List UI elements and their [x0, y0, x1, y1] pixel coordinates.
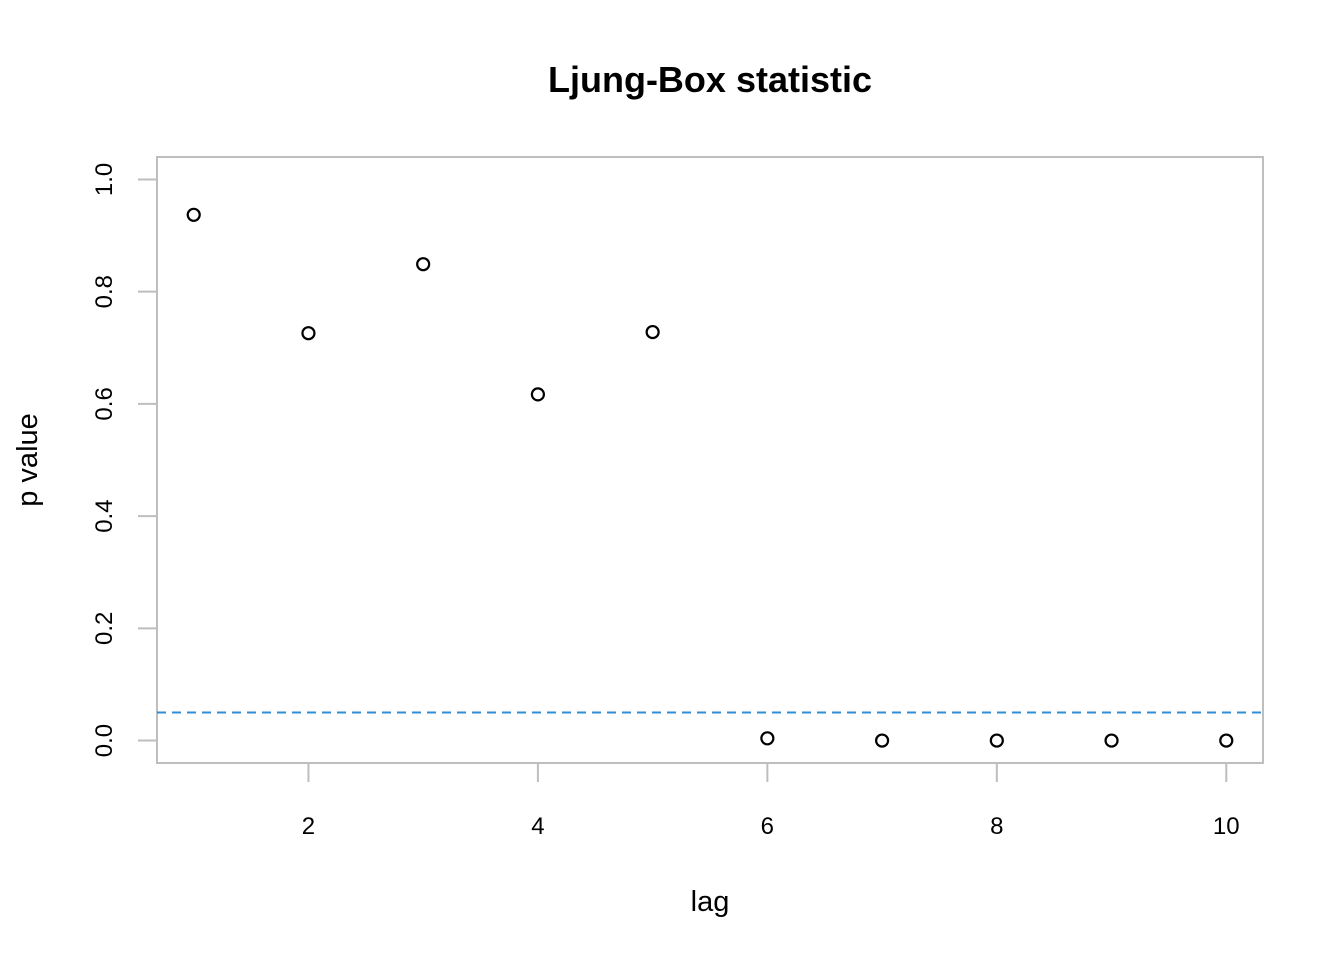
- x-tick-label: 6: [761, 813, 774, 840]
- data-point: [874, 733, 890, 748]
- data-point: [530, 387, 546, 402]
- chart-title: Ljung-Box statistic: [548, 59, 872, 100]
- y-axis-label: p value: [12, 413, 44, 507]
- x-axis: 2 4 6 8 10: [302, 763, 1240, 840]
- data-point: [301, 326, 316, 341]
- y-tick-label: 0.6: [91, 387, 118, 420]
- x-axis-label: lag: [691, 886, 730, 918]
- x-tick-label: 10: [1213, 813, 1240, 840]
- data-point: [1104, 733, 1119, 748]
- data-point: [1219, 733, 1234, 748]
- data-point: [760, 731, 775, 746]
- points-layer: [186, 207, 1234, 748]
- x-tick-label: 2: [302, 813, 315, 840]
- y-tick-label: 0.0: [91, 724, 118, 757]
- y-axis: 0.0 0.2 0.4 0.6 0.8 1.0: [91, 163, 157, 757]
- plot-frame: [156, 156, 1264, 764]
- data-point: [989, 733, 1004, 748]
- y-tick-label: 1.0: [91, 163, 118, 196]
- x-tick-label: 8: [990, 813, 1003, 840]
- y-tick-label: 0.8: [91, 275, 118, 308]
- data-point: [416, 257, 431, 272]
- data-point: [645, 324, 660, 340]
- y-tick-label: 0.4: [91, 499, 118, 532]
- data-point: [186, 207, 201, 222]
- y-tick-label: 0.2: [91, 612, 118, 645]
- x-tick-label: 4: [531, 813, 544, 840]
